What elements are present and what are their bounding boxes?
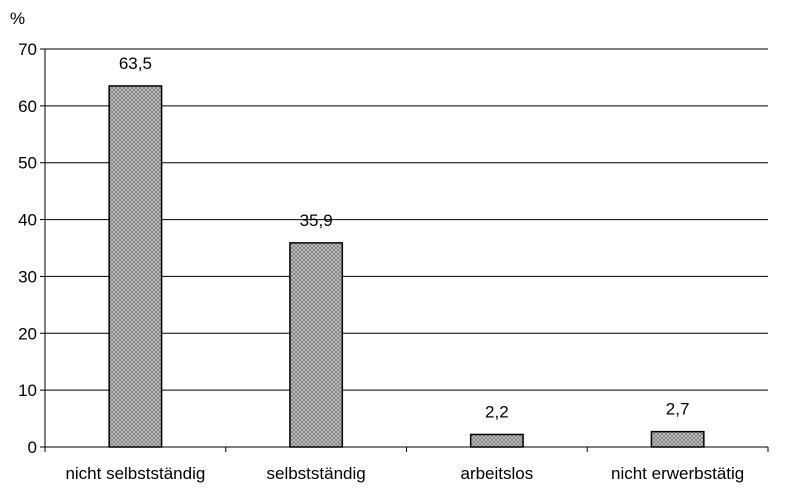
data-label: 2,2: [485, 402, 509, 421]
data-labels: 63,5 35,9 2,2 2,7: [119, 54, 690, 422]
bar: [469, 433, 524, 448]
x-axis-categories: nicht selbstständig selbstständig arbeitsl…: [65, 464, 744, 483]
y-axis-unit-label: %: [10, 9, 25, 28]
y-tick-label: 40: [18, 211, 37, 230]
bar: [650, 430, 705, 448]
y-tick-label: 30: [18, 267, 37, 286]
data-label: 2,7: [666, 400, 690, 419]
y-tick-label: 10: [18, 381, 37, 400]
x-category-label: arbeitslos: [460, 464, 533, 483]
axes: [44, 49, 769, 452]
y-tick-label: 70: [18, 40, 37, 59]
x-category-label: nicht selbstständig: [65, 464, 205, 483]
gridlines: [45, 48, 768, 391]
x-category-label: selbstständig: [267, 464, 366, 483]
y-tick-label: 0: [28, 438, 37, 457]
data-label: 35,9: [300, 211, 333, 230]
y-tick-label: 50: [18, 154, 37, 173]
bar: [289, 242, 344, 448]
bars: [108, 85, 705, 448]
x-category-label: nicht erwerbstätig: [611, 464, 744, 483]
y-tick-label: 60: [18, 97, 37, 116]
y-tick-label: 20: [18, 324, 37, 343]
data-label: 63,5: [119, 54, 152, 73]
y-axis-ticks: 0 10 20 30 40 50 60 70: [18, 40, 45, 457]
bar: [108, 85, 163, 448]
